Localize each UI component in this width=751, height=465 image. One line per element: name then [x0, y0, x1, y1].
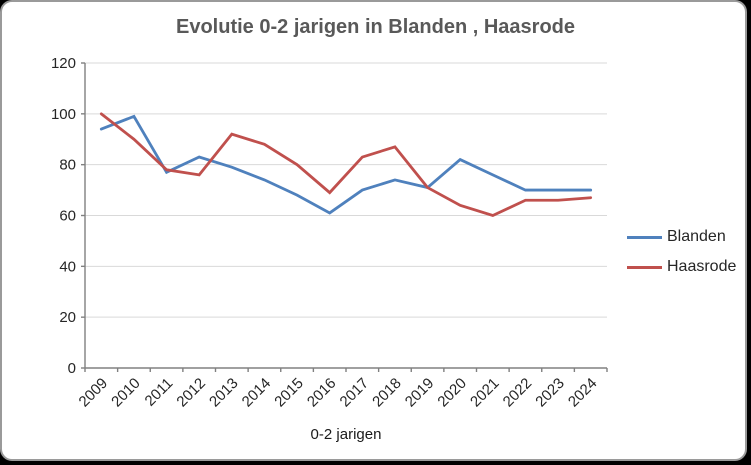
x-tick-label: 2013: [206, 375, 242, 411]
x-tick-label: 2024: [565, 375, 601, 411]
x-tick-label: 2012: [173, 375, 209, 411]
series-line-haasrode: [99, 112, 593, 217]
legend-entry-blanden: Blanden: [627, 227, 736, 247]
x-tick-label: 2010: [108, 375, 144, 411]
x-tick-label: 2021: [467, 375, 503, 411]
blanden-line-swatch-icon: [627, 235, 662, 239]
x-tick-label: 2016: [304, 375, 340, 411]
x-tick-label: 2009: [76, 375, 112, 411]
x-tick-label: 2011: [142, 375, 177, 410]
y-tick-label: 40: [59, 258, 76, 275]
y-tick-label: 20: [59, 309, 76, 326]
series-line-blanden: [99, 114, 593, 215]
x-tick-label: 2017: [337, 375, 373, 411]
x-tick-label: 2020: [434, 375, 470, 411]
x-tick-label: 2018: [369, 375, 405, 411]
x-tick-label: 2015: [271, 375, 307, 411]
legend: Blanden Haasrode: [627, 227, 736, 277]
y-tick-label: 0: [68, 360, 76, 377]
x-tick-label: 2014: [239, 375, 275, 411]
legend-entry-haasrode: Haasrode: [627, 257, 736, 277]
y-tick-label: 60: [59, 208, 76, 225]
legend-label-haasrode: Haasrode: [667, 258, 737, 275]
x-tick-label: 2022: [500, 375, 536, 411]
chart-title: Evolutie 0-2 jarigen in Blanden , Haasro…: [176, 16, 575, 38]
haasrode-line-swatch-icon: [627, 265, 662, 269]
y-tick-label: 120: [51, 55, 76, 72]
legend-label-blanden: Blanden: [667, 228, 726, 245]
y-tick-label: 80: [59, 157, 76, 174]
y-tick-label: 100: [51, 106, 76, 123]
x-tick-label: 2019: [402, 375, 438, 411]
x-tick-label: 2023: [532, 375, 568, 411]
x-axis-title: 0-2 jarigen: [310, 426, 382, 443]
